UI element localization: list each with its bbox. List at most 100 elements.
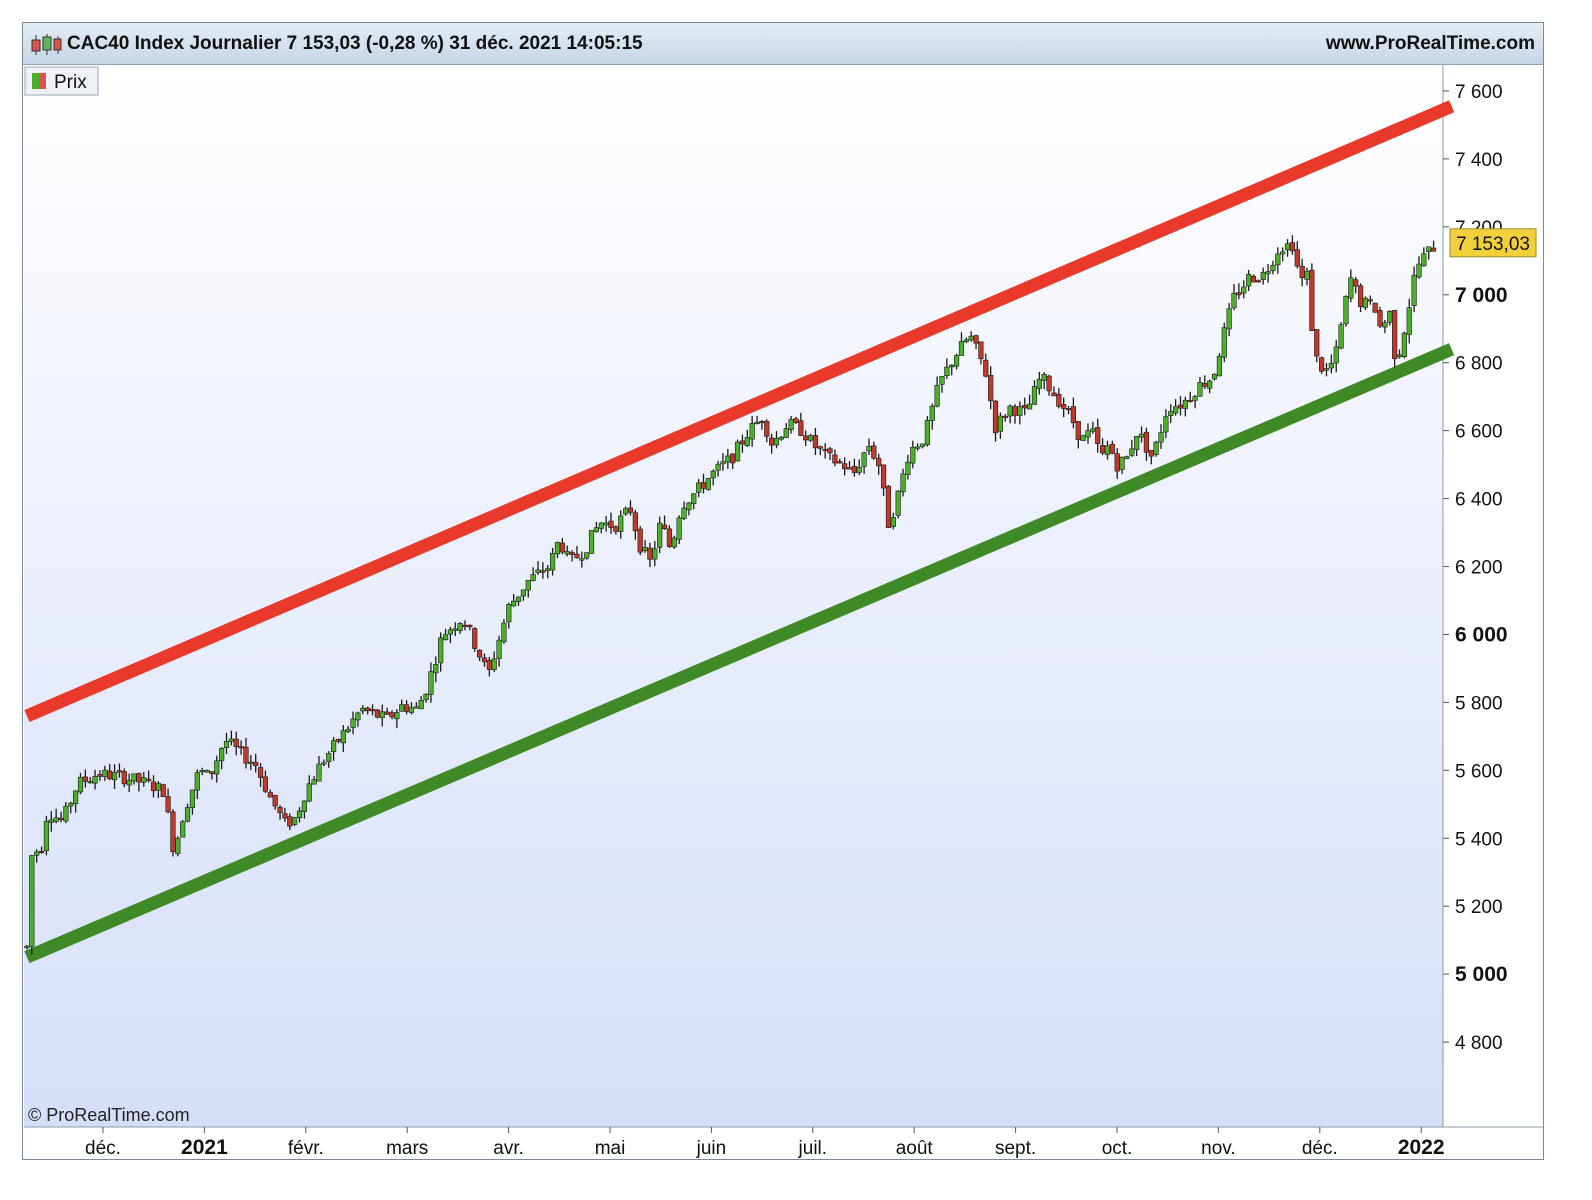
candle (574, 546, 580, 559)
candle (418, 695, 424, 710)
price-chart[interactable]: 4 800 5 000 5 200 5 400 5 600 5 800 6 000 6 200… (23, 23, 1543, 1159)
candle (175, 836, 181, 857)
candle (929, 403, 935, 430)
y-tick-label: 7 000 (1455, 284, 1508, 307)
candle (223, 732, 230, 755)
candle (1392, 309, 1398, 368)
candle (1153, 440, 1159, 457)
candle (1187, 391, 1193, 403)
candle (38, 846, 45, 854)
candle (1430, 240, 1437, 252)
candle (219, 747, 225, 770)
candle (243, 737, 249, 769)
y-tick-label: 6 000 (1455, 623, 1508, 646)
legend-label: Prix (54, 72, 87, 93)
candle (520, 589, 527, 601)
candle (43, 815, 50, 856)
candle (876, 453, 882, 475)
watermark: © ProRealTime.com (28, 1105, 190, 1125)
y-axis: 4 800 5 000 5 200 5 400 5 600 5 800 6 000 6 200… (1443, 82, 1508, 1054)
candle (121, 768, 127, 788)
legend-box[interactable]: Prix (24, 66, 99, 96)
candle (1002, 414, 1008, 422)
candle (481, 653, 488, 667)
plot-area (24, 65, 1443, 1127)
x-tick-label: 2022 (1398, 1136, 1445, 1159)
y-tick-label: 4 800 (1455, 1033, 1503, 1054)
candle (676, 515, 682, 544)
candle (1343, 295, 1349, 327)
candle (749, 415, 755, 447)
candle (29, 854, 35, 955)
candle (934, 376, 940, 408)
candle (1338, 322, 1344, 350)
site-link[interactable]: www.ProRealTime.com (1325, 33, 1535, 54)
candle (496, 635, 502, 667)
x-tick-label: juil. (798, 1138, 828, 1159)
candle (1319, 356, 1325, 374)
candle (1070, 397, 1076, 429)
candle (189, 789, 196, 815)
candle (827, 446, 833, 461)
candle (1026, 394, 1033, 410)
candle (1168, 404, 1174, 424)
candle (165, 788, 171, 814)
candle (1280, 247, 1286, 262)
candle (778, 436, 784, 441)
x-tick-label: déc. (1302, 1138, 1338, 1159)
x-tick-label: févr. (288, 1138, 324, 1159)
candle (345, 726, 351, 734)
candle (1333, 339, 1339, 373)
x-tick-label: août (896, 1138, 934, 1159)
candle (253, 753, 259, 773)
candle (1348, 269, 1354, 303)
last-price-tag: 7 153,03 (1449, 228, 1537, 258)
candle (355, 711, 361, 727)
candle (788, 416, 794, 434)
candle (1236, 283, 1242, 300)
candle (233, 731, 239, 756)
candle (1221, 322, 1227, 363)
candle (900, 468, 906, 497)
y-tick-label: 6 800 (1455, 354, 1503, 375)
candle (170, 809, 176, 857)
candle (272, 794, 278, 810)
candle (1406, 298, 1412, 344)
candlestick-series (24, 235, 1437, 955)
candle (1367, 295, 1373, 305)
candle (423, 693, 429, 703)
candle (204, 769, 210, 773)
candle (637, 526, 643, 556)
x-axis: déc. 2021 févr. mars avr. mai juin juil. août sep… (85, 1127, 1445, 1159)
candle (1401, 331, 1407, 359)
y-tick-label: 5 000 (1455, 963, 1508, 986)
x-tick-label: mars (386, 1138, 428, 1159)
candle (1109, 440, 1115, 455)
candle (890, 512, 896, 530)
candle (1036, 371, 1042, 395)
candle (292, 816, 298, 827)
candle (837, 458, 843, 464)
candle (1309, 263, 1315, 331)
candle (939, 375, 945, 393)
candle (661, 515, 668, 530)
candle (1119, 456, 1125, 474)
candle (1158, 424, 1164, 449)
candle (1095, 418, 1101, 453)
trend-lines (24, 100, 1455, 964)
candle (194, 769, 200, 800)
candle (63, 801, 69, 824)
x-tick-label: mai (595, 1138, 626, 1159)
candle (720, 453, 726, 471)
candle (686, 502, 692, 516)
x-tick-label: nov. (1201, 1138, 1236, 1159)
candle (1421, 247, 1427, 267)
candle (817, 445, 823, 456)
candle (34, 849, 40, 863)
candle (632, 509, 638, 540)
candle (1357, 283, 1364, 313)
candle (1085, 423, 1091, 444)
candle (1124, 455, 1130, 460)
candle (457, 622, 463, 634)
candle (1143, 427, 1150, 461)
